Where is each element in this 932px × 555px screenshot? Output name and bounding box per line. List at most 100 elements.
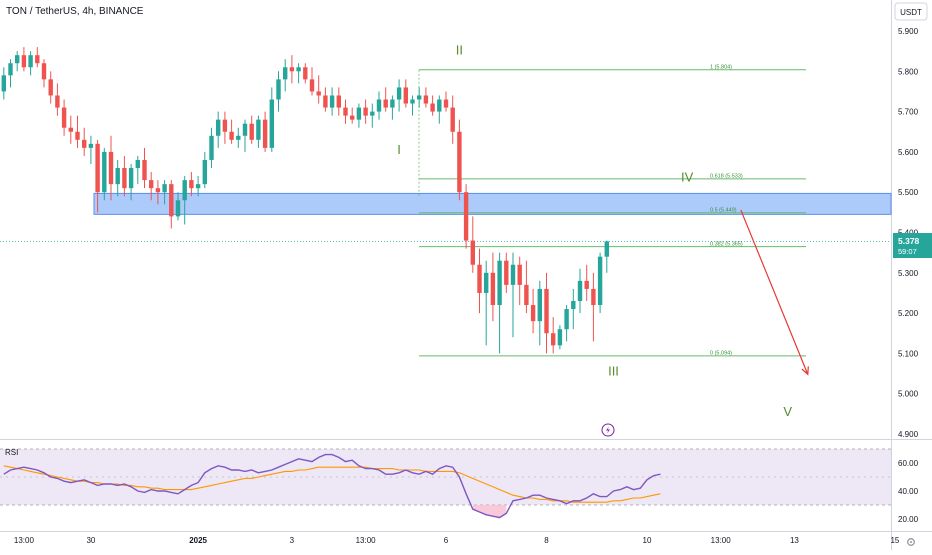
rsi-pane[interactable] xyxy=(0,448,891,519)
candle xyxy=(591,272,596,342)
candle-body xyxy=(283,67,288,80)
candle xyxy=(75,115,80,148)
candle xyxy=(236,127,241,148)
candle xyxy=(376,91,382,120)
candle-body xyxy=(584,280,589,289)
candle xyxy=(477,248,482,314)
candle xyxy=(175,192,181,221)
rsi-tick-label: 60.00 xyxy=(898,459,919,468)
candle xyxy=(470,216,475,273)
candle-body xyxy=(88,143,94,148)
candle-body xyxy=(443,99,449,108)
candle-body xyxy=(75,131,80,140)
candle-body xyxy=(450,107,455,132)
event-icon[interactable] xyxy=(601,423,615,437)
candle-body xyxy=(21,55,27,68)
candle xyxy=(390,95,395,120)
last-price-value: 5.378 xyxy=(898,236,920,246)
candle-body xyxy=(262,119,268,148)
candle xyxy=(189,172,194,197)
candle-body xyxy=(82,139,87,148)
rsi-line xyxy=(3,453,661,519)
price-tick-label: 5.500 xyxy=(898,188,919,197)
candle xyxy=(343,99,348,124)
candle xyxy=(417,87,422,108)
candle-body xyxy=(142,159,147,181)
candle xyxy=(115,159,120,197)
time-tick-label: 13:00 xyxy=(711,536,732,545)
candle xyxy=(497,252,502,354)
candle-body xyxy=(289,67,295,72)
gear-icon[interactable] xyxy=(907,538,915,546)
candle-body xyxy=(350,115,355,120)
candle-body xyxy=(108,151,114,185)
currency-button[interactable]: USDT xyxy=(894,2,928,21)
candle xyxy=(135,155,140,185)
candle-body xyxy=(61,107,67,128)
candle xyxy=(356,103,362,128)
candle xyxy=(517,256,522,306)
fib-level-label: 0 (5.094) xyxy=(710,351,732,357)
candle-body xyxy=(149,180,154,189)
candle xyxy=(450,95,455,144)
candle xyxy=(457,119,462,201)
wave-label: I xyxy=(397,142,401,157)
candle xyxy=(309,67,315,96)
candle xyxy=(269,87,274,152)
candle xyxy=(323,87,328,112)
candle-body xyxy=(182,180,187,201)
candle xyxy=(15,51,20,72)
time-tick-label: 3 xyxy=(290,536,295,545)
currency-button-frame[interactable] xyxy=(894,2,928,21)
candle-body xyxy=(430,103,435,112)
candle xyxy=(584,264,589,302)
supply-zone-layer[interactable] xyxy=(0,192,892,242)
candle xyxy=(102,147,107,201)
candle-body xyxy=(497,260,502,306)
candle-body xyxy=(390,99,395,108)
time-tick-label: 2025 xyxy=(189,536,207,545)
candlestick-series[interactable] xyxy=(1,47,609,354)
candle xyxy=(28,51,33,76)
lightning-icon xyxy=(606,426,610,434)
candle-body xyxy=(370,111,375,116)
candle-body xyxy=(591,288,596,306)
candle-body xyxy=(216,119,221,136)
candle xyxy=(195,176,201,197)
fib-level-label: 0.618 (5.533) xyxy=(710,174,743,180)
candle-body xyxy=(155,188,161,193)
candle xyxy=(336,87,341,116)
wave-label: III xyxy=(608,364,619,379)
candle xyxy=(21,47,27,72)
candle-body xyxy=(256,119,261,140)
wave-label: V xyxy=(783,404,792,419)
candle xyxy=(423,87,429,108)
candle xyxy=(484,260,489,346)
projection-arrow-line xyxy=(740,209,809,375)
candle xyxy=(437,95,442,124)
candle-body xyxy=(128,168,134,189)
time-tick-label: 13 xyxy=(790,536,799,545)
candle xyxy=(504,252,509,293)
candle-body xyxy=(604,241,609,257)
candle-body xyxy=(564,309,569,330)
settings-button[interactable] xyxy=(907,538,915,546)
candle xyxy=(55,83,60,116)
price-tick-label: 4.900 xyxy=(898,430,919,439)
candle-body xyxy=(35,55,40,64)
candle-body xyxy=(577,280,583,302)
projection-arrow-head xyxy=(801,366,809,376)
candle-body xyxy=(484,272,489,293)
candle xyxy=(490,252,496,322)
candle-body xyxy=(504,260,509,285)
candle xyxy=(262,111,268,152)
price-tick-label: 5.900 xyxy=(898,27,919,36)
time-tick-label: 10 xyxy=(643,536,652,545)
candle-body xyxy=(396,87,402,100)
candle-body xyxy=(135,159,140,169)
candle xyxy=(149,172,154,201)
candle-body xyxy=(303,67,308,80)
